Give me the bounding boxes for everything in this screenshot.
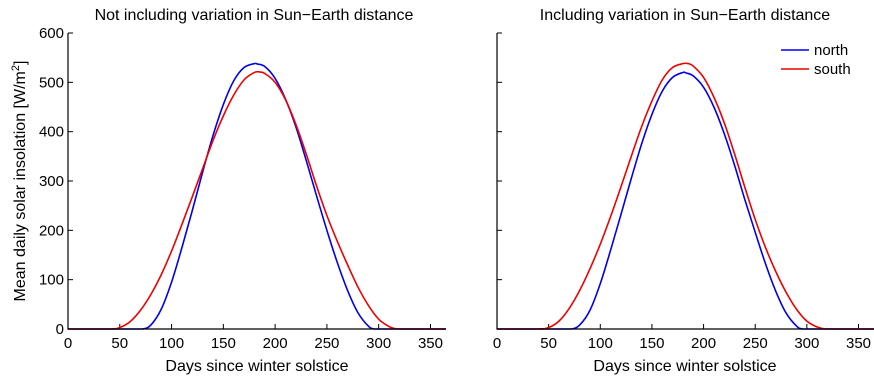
left-x-axis-label: Days since winter solstice: [165, 358, 348, 375]
right-axes: [496, 33, 874, 330]
x-tick-label: 200: [263, 335, 288, 352]
right-series-south: [497, 62, 874, 330]
left-panel: Not including variation in Sun−Earth dis…: [10, 7, 446, 375]
y-tick-label: 0: [56, 321, 64, 338]
left-series-red: [68, 70, 446, 330]
legend-label-south: south: [814, 61, 851, 78]
left-axes: [67, 33, 446, 330]
x-tick-label: 50: [540, 335, 557, 352]
y-axis-label-superscript: 2: [10, 65, 22, 71]
x-tick-label: 200: [691, 335, 716, 352]
right-series-group: [497, 62, 874, 330]
x-tick-label: 350: [418, 335, 443, 352]
y-axis-label-main: Mean daily solar insolation [W/m: [12, 71, 29, 301]
right-x-ticks: 0 50 100 150 200 250 300 350: [493, 324, 871, 352]
x-tick-label: 0: [493, 335, 501, 352]
x-tick-label: 150: [211, 335, 236, 352]
legend-label-north: north: [814, 42, 848, 59]
x-tick-label: 50: [111, 335, 128, 352]
y-tick-label: 100: [39, 272, 64, 289]
x-tick-label: 350: [846, 335, 871, 352]
x-tick-label: 300: [794, 335, 819, 352]
x-tick-label: 100: [588, 335, 613, 352]
x-tick-label: 300: [366, 335, 391, 352]
y-tick-label: 300: [39, 173, 64, 190]
left-series-group: [68, 62, 446, 330]
right-x-axis-label: Days since winter solstice: [593, 358, 776, 375]
right-panel: Including variation in Sun−Earth distanc…: [493, 7, 874, 375]
right-chart-title: Including variation in Sun−Earth distanc…: [540, 7, 831, 24]
y-tick-label: 200: [39, 222, 64, 239]
x-tick-label: 150: [639, 335, 664, 352]
x-tick-label: 250: [743, 335, 768, 352]
x-tick-label: 100: [159, 335, 184, 352]
y-tick-label: 500: [39, 74, 64, 91]
y-tick-label: 400: [39, 124, 64, 141]
right-series-north: [497, 71, 874, 330]
left-y-axis-label: Mean daily solar insolation [W/m2]: [10, 61, 29, 302]
legend: north south: [781, 42, 851, 78]
left-series-blue: [68, 62, 446, 330]
left-y-ticks: 0 100 200 300 400 500 600: [39, 25, 73, 338]
y-tick-label: 600: [39, 25, 64, 42]
y-axis-label-close: ]: [12, 61, 29, 65]
x-tick-label: 0: [64, 335, 72, 352]
x-tick-label: 250: [314, 335, 339, 352]
left-chart-title: Not including variation in Sun−Earth dis…: [95, 7, 414, 24]
left-x-ticks: 0 50 100 150 200 250 300 350: [64, 324, 443, 352]
right-y-ticks: [497, 32, 502, 330]
